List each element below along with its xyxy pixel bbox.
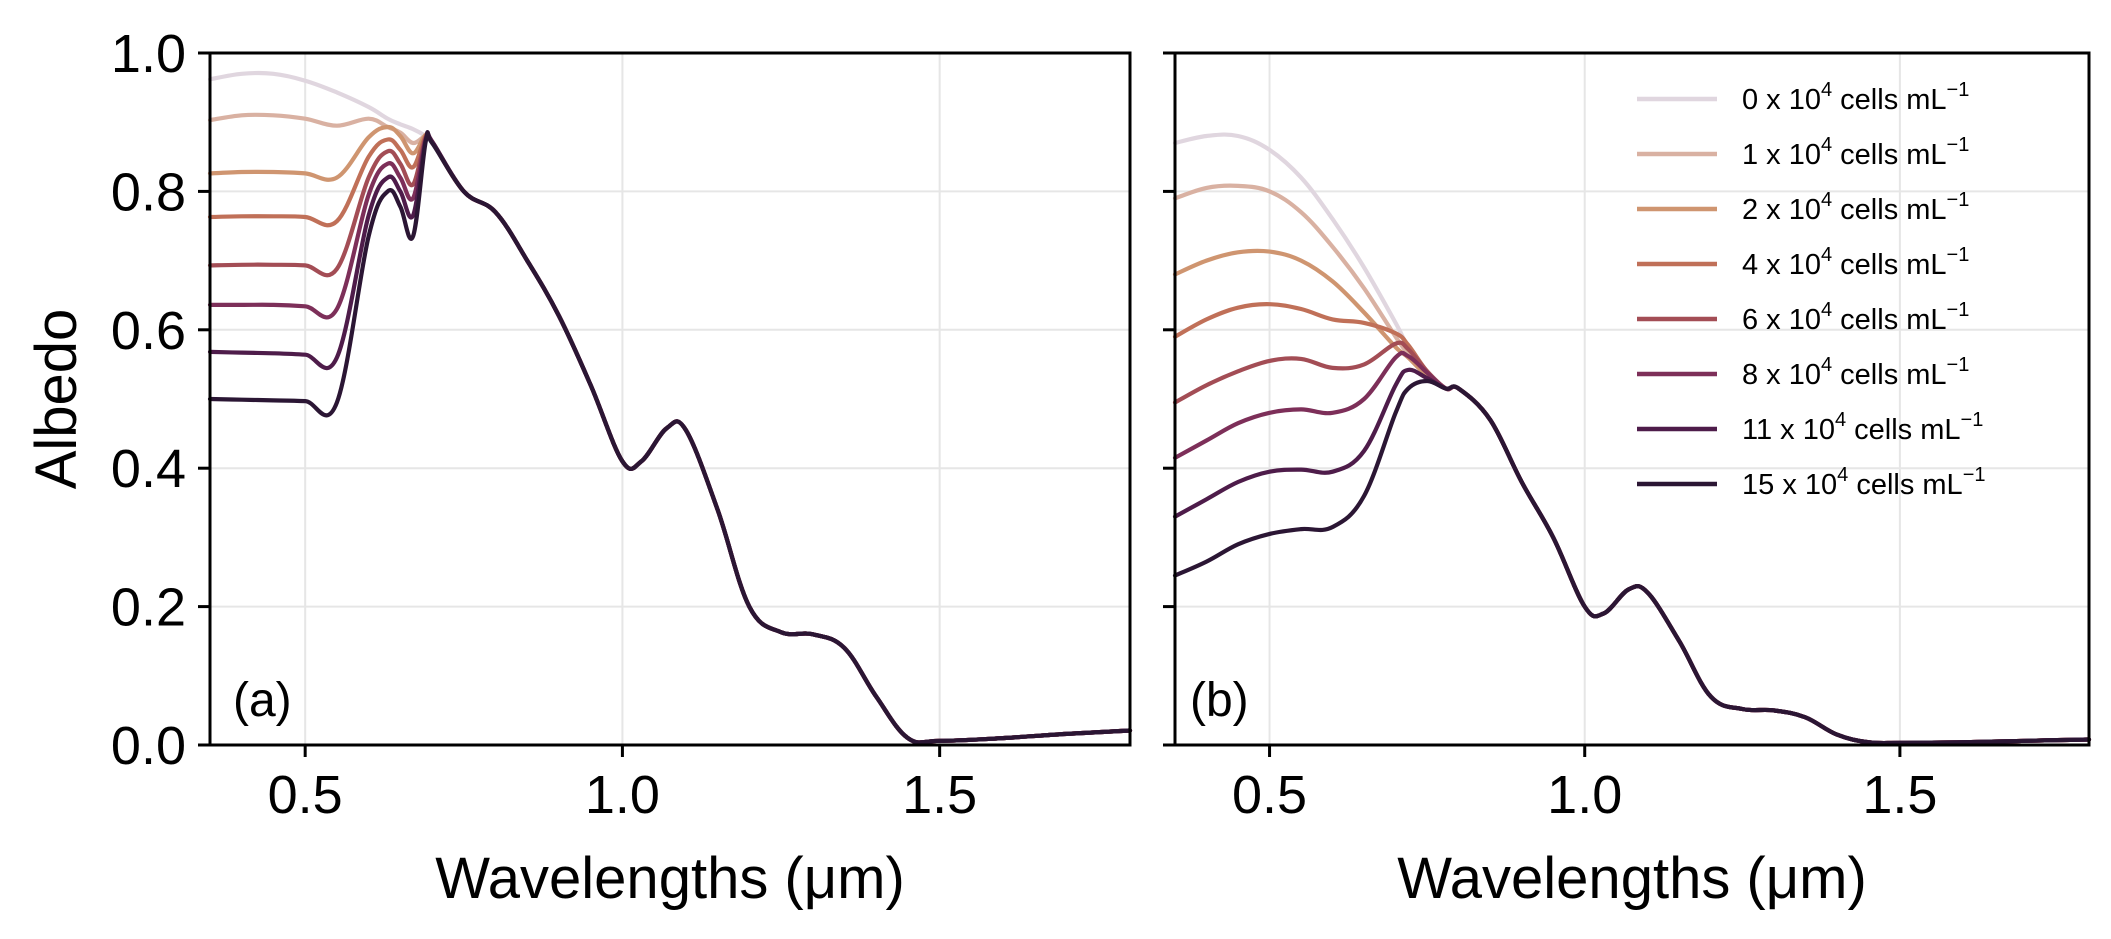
x-tick-label: 1.0 [585,765,660,825]
series-line-2 [207,112,1133,745]
x-tick-label: 1.0 [1547,765,1622,825]
series-line-5 [1172,340,2092,746]
series-line-2 [1172,183,2092,746]
series-line-1 [207,70,1133,745]
series-line-4 [207,131,1133,745]
panel-b-series [1172,132,2092,746]
panel-a: 0.5 1.0 1.5 0.0 0.2 0.4 0.6 0.8 1.0 (a) Waveleng… [24,24,1133,911]
y-tick-label: 0.4 [111,439,186,499]
panel-b-label: (b) [1190,674,1249,727]
panel-a-xlabel: Wavelengths (μm) [435,846,905,911]
series-line-7 [207,130,1133,745]
panel-a-series [207,70,1133,745]
x-tick-label: 1.5 [1862,765,1937,825]
x-tick-label: 0.5 [1232,765,1307,825]
legend-label-1: 0 x 104 cells mL−1 [1742,79,1969,116]
series-line-8 [207,130,1133,745]
panel-b-xlabel: Wavelengths (μm) [1397,846,1867,911]
panel-b-grid [1175,52,2089,746]
y-tick-label: 0.0 [111,716,186,776]
legend-label-8: 15 x 104 cells mL−1 [1742,464,1986,501]
panel-a-frame [208,51,1132,747]
y-tick-label: 0.6 [111,301,186,361]
legend-label-6: 8 x 104 cells mL−1 [1742,354,1969,391]
series-line-3 [207,124,1133,745]
series-line-8 [1172,378,2092,746]
panel-b-frame [1173,51,2091,747]
legend-label-7: 11 x 104 cells mL−1 [1742,409,1983,446]
panel-b-legend: 0 x 104 cells mL−1 1 x 104 cells mL−1 2 x … [1637,79,1986,501]
y-tick-label: 0.2 [111,578,186,638]
panel-b: 0.5 1.0 1.5 (b) Wavelengths (μm) 0 x 104 c… [1163,51,2092,911]
y-tick-label: 1.0 [111,24,186,84]
panel-a-ticks: 0.5 1.0 1.5 0.0 0.2 0.4 0.6 0.8 1.0 [111,24,977,825]
series-line-6 [207,130,1133,745]
legend-label-2: 1 x 104 cells mL−1 [1742,134,1969,171]
panel-b-ticks: 0.5 1.0 1.5 [1163,51,1937,825]
series-line-6 [1172,350,2092,746]
panel-a-ylabel: Albedo [24,309,89,490]
panel-a-grid [210,52,1130,746]
legend-label-3: 2 x 104 cells mL−1 [1742,189,1969,226]
legend-label-5: 6 x 104 cells mL−1 [1742,299,1969,336]
legend-label-4: 4 x 104 cells mL−1 [1742,244,1969,281]
y-tick-label: 0.8 [111,162,186,222]
series-line-5 [207,130,1133,745]
x-tick-label: 0.5 [268,765,343,825]
x-tick-label: 1.5 [902,765,977,825]
panel-a-label: (a) [233,674,292,727]
